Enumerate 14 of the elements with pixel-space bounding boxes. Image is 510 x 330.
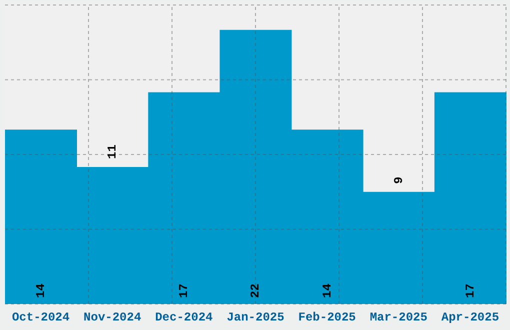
data-label: 22 [248,284,263,298]
x-tick-label: Nov-2024 [84,310,142,325]
data-label: 11 [106,144,120,159]
x-tick-label: Apr-2025 [441,310,500,325]
x-tick-label: Dec-2024 [155,310,213,325]
data-label: 14 [320,284,334,298]
x-tick-label: Jan-2025 [226,310,284,325]
data-label: 9 [392,176,406,184]
data-label: 17 [463,284,478,298]
data-label: 17 [177,284,192,298]
x-tick-label: Feb-2025 [298,310,356,325]
x-tick-label: Mar-2025 [370,310,428,325]
data-label: 14 [34,284,48,298]
x-tick-label: Oct-2024 [12,310,70,325]
